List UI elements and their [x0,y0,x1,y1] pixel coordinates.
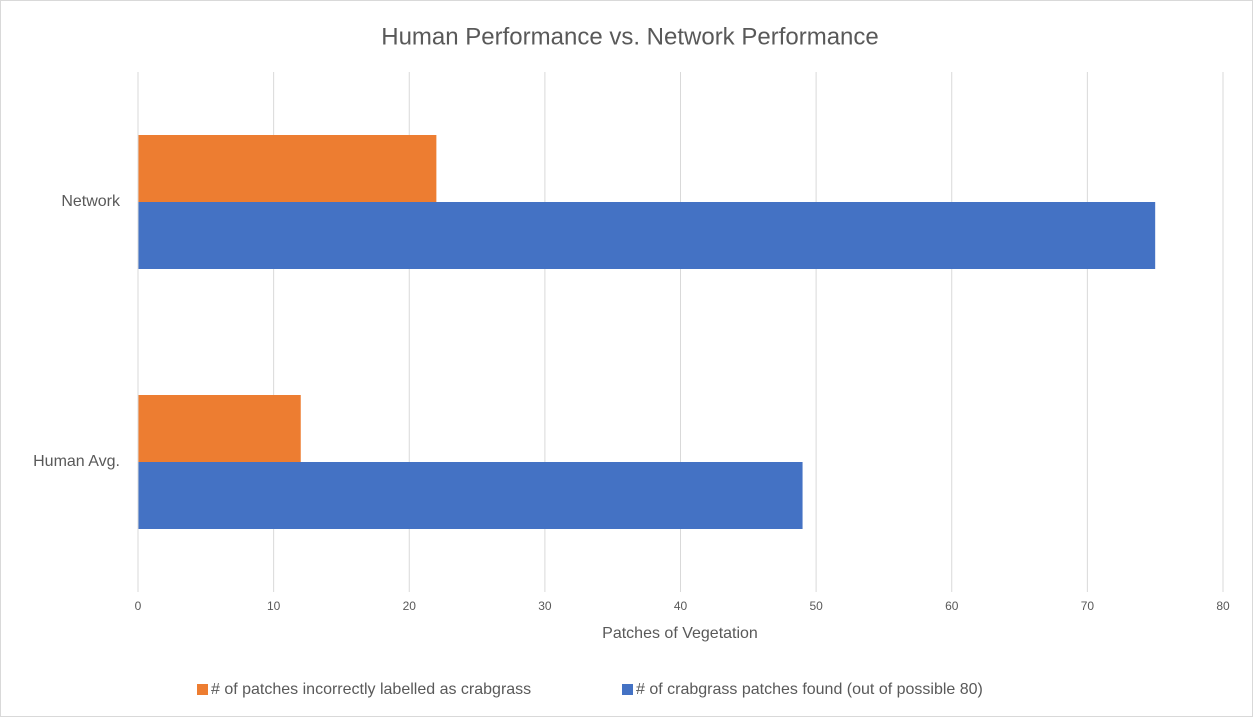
x-tick-label: 30 [538,599,552,613]
legend-swatch [197,684,208,695]
x-tick-label: 60 [945,599,959,613]
x-tick-label: 20 [403,599,417,613]
bar [138,395,301,462]
bar [138,462,803,529]
x-tick-label: 50 [809,599,823,613]
legend-label: # of crabgrass patches found (out of pos… [636,681,983,698]
bar [138,135,437,202]
x-tick-label: 70 [1081,599,1095,613]
y-tick-label: Network [61,193,121,210]
x-tick-label: 40 [674,599,688,613]
bar [138,202,1156,269]
x-tick-label: 0 [135,599,142,613]
x-tick-label: 80 [1216,599,1230,613]
legend-swatch [622,684,633,695]
x-axis-label: Patches of Vegetation [602,625,758,642]
x-tick-label: 10 [267,599,281,613]
chart-title: Human Performance vs. Network Performanc… [381,23,879,50]
legend-label: # of patches incorrectly labelled as cra… [211,681,531,698]
y-tick-label: Human Avg. [33,453,120,470]
